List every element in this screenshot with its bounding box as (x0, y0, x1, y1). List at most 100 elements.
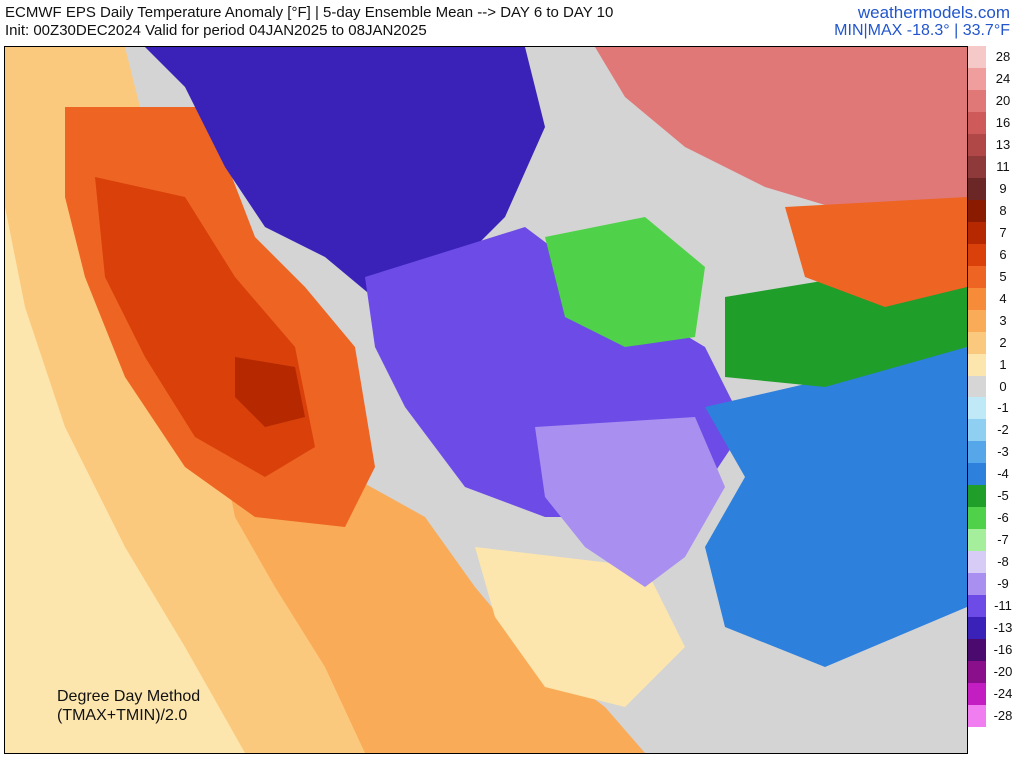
region-canada-arctic-warm (595, 47, 967, 227)
legend-swatch (968, 639, 986, 662)
legend-entry: -6 (968, 507, 1020, 530)
legend-swatch (968, 67, 986, 90)
legend-label: -1 (997, 400, 1009, 416)
legend-label: -6 (997, 510, 1009, 526)
legend-entry: -1 (968, 397, 1020, 420)
map-canvas (5, 47, 967, 753)
legend-entry: 4 (968, 287, 1020, 310)
legend-swatch (968, 155, 986, 178)
legend-swatch (968, 375, 986, 398)
legend-label: 13 (995, 136, 1011, 152)
legend-label: 3 (999, 312, 1007, 328)
legend-swatch (968, 617, 986, 640)
legend-swatch (968, 573, 986, 596)
min-max-readout: MIN|MAX -18.3° | 33.7°F (834, 22, 1010, 39)
legend-label: -7 (997, 532, 1009, 548)
legend-swatch (968, 243, 986, 266)
legend-label: -24 (993, 686, 1013, 702)
method-label: Degree Day Method (TMAX+TMIN)/2.0 (57, 687, 200, 725)
legend-label: 7 (999, 224, 1007, 240)
legend-swatch (968, 485, 986, 508)
legend-label: -11 (994, 598, 1012, 614)
chart-title: ECMWF EPS Daily Temperature Anomaly [°F]… (5, 4, 614, 21)
legend-label: 8 (999, 202, 1007, 218)
legend-entry: -8 (968, 551, 1020, 574)
legend-entry: 3 (968, 309, 1020, 332)
legend-label: 0 (999, 378, 1007, 394)
legend-entry: 16 (968, 111, 1020, 134)
legend-entry: -7 (968, 529, 1020, 552)
region-mexico-warm (225, 467, 645, 753)
legend-swatch (968, 529, 986, 552)
legend-entry: 7 (968, 221, 1020, 244)
legend-entry: -11 (968, 595, 1020, 618)
legend-label: 20 (995, 92, 1011, 108)
legend-swatch (968, 89, 986, 112)
legend-entry: 1 (968, 353, 1020, 376)
chart-subtitle: Init: 00Z30DEC2024 Valid for period 04JA… (5, 22, 427, 39)
legend-label: -13 (993, 620, 1013, 636)
legend-swatch (968, 111, 986, 134)
legend-label: 24 (995, 70, 1011, 86)
legend-swatch (968, 507, 986, 530)
region-great-lakes-green (545, 217, 705, 347)
legend-label: -2 (997, 422, 1009, 438)
legend-label: 2 (999, 334, 1007, 350)
legend-label: -4 (997, 466, 1009, 482)
region-atlantic-blue (705, 347, 967, 667)
legend-swatch (968, 463, 986, 486)
anomaly-map: Degree Day Method (TMAX+TMIN)/2.0 (4, 46, 968, 754)
legend-entry: -24 (968, 683, 1020, 706)
method-line1: Degree Day Method (57, 688, 201, 705)
legend-entry: -16 (968, 639, 1020, 662)
header: ECMWF EPS Daily Temperature Anomaly [°F]… (0, 0, 1024, 46)
legend-swatch (968, 221, 986, 244)
site-name: weathermodels.com (857, 3, 1010, 22)
legend-swatch (968, 177, 986, 200)
legend-entry: 24 (968, 67, 1020, 90)
legend-label: -20 (993, 664, 1013, 680)
legend-entry: 5 (968, 265, 1020, 288)
legend-entry: 20 (968, 89, 1020, 112)
legend-entry: -4 (968, 463, 1020, 486)
legend-swatch (968, 683, 986, 706)
legend-label: 11 (996, 158, 1010, 174)
legend-swatch (968, 133, 986, 156)
legend-swatch (968, 661, 986, 684)
legend-label: 5 (999, 268, 1007, 284)
method-line2: (TMAX+TMIN)/2.0 (57, 707, 188, 724)
legend-swatch (968, 309, 986, 332)
legend-entry: 6 (968, 243, 1020, 266)
legend-entry: -13 (968, 617, 1020, 640)
legend-label: 28 (995, 49, 1011, 64)
legend-entry: 0 (968, 375, 1020, 398)
region-gulf-mild (475, 547, 685, 707)
legend-swatch (968, 551, 986, 574)
legend-label: -9 (997, 576, 1009, 592)
legend-entry: 11 (968, 155, 1020, 178)
region-quebec-warm (785, 197, 967, 307)
legend-swatch (968, 287, 986, 310)
legend-swatch (968, 397, 986, 420)
legend-label: 6 (999, 246, 1007, 262)
legend-swatch (968, 331, 986, 354)
legend-entry: -20 (968, 661, 1020, 684)
legend-swatch (968, 705, 986, 727)
legend-swatch (968, 199, 986, 222)
legend-label: 16 (995, 114, 1011, 130)
legend-entry: 2 (968, 331, 1020, 354)
region-southeast-cool (535, 417, 725, 587)
legend-label: -3 (997, 444, 1009, 460)
legend-entry: 28 (968, 46, 1020, 68)
legend-swatch (968, 265, 986, 288)
legend-entry: -9 (968, 573, 1020, 596)
legend-label: 4 (999, 290, 1007, 306)
legend-entry: -28 (968, 705, 1020, 727)
legend-entry: 9 (968, 177, 1020, 200)
legend-entry: -5 (968, 485, 1020, 508)
legend-swatch (968, 353, 986, 376)
color-legend: 28 24 20 16 13 11 9 8 7 6 5 4 3 2 1 0 -1 -2 -3 -4 -5 -6 -7 -8 -9… (968, 46, 1020, 727)
legend-label: 1 (999, 356, 1007, 372)
legend-label: 9 (999, 180, 1007, 196)
legend-entry: 13 (968, 133, 1020, 156)
